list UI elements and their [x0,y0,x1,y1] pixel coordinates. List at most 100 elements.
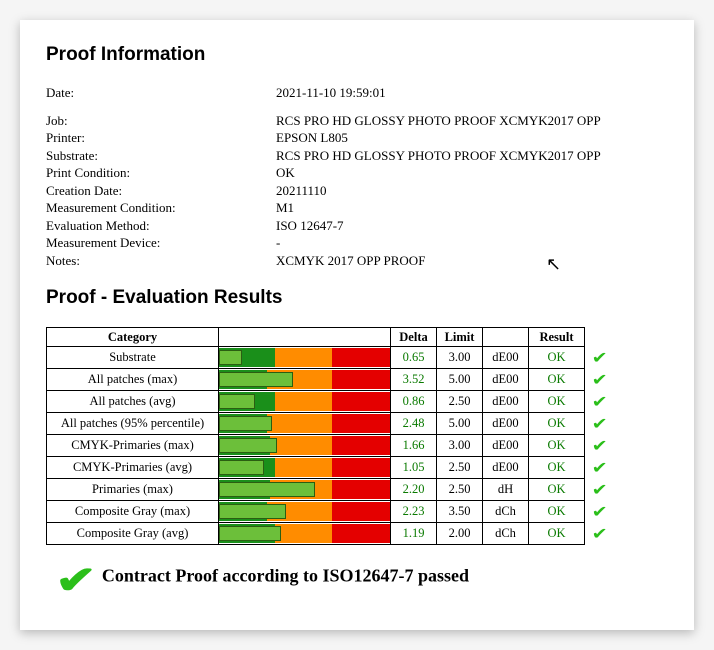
cell-delta: 1.66 [391,435,437,457]
results-heading: Proof - Evaluation Results [46,287,668,309]
cell-limit: 3.00 [437,347,483,369]
table-row: All patches (avg)0.862.50dE00OK✔ [47,391,615,413]
cell-check: ✔ [585,413,615,435]
report-sheet: Proof Information Date: 2021-11-10 19:59… [20,20,694,630]
cell-limit: 5.00 [437,413,483,435]
cell-gauge [219,479,391,501]
pass-check-icon: ✔ [55,558,96,603]
check-icon: ✔ [591,348,607,368]
proof-info-table: Date: 2021-11-10 19:59:01 Job: RCS PRO H… [46,84,668,269]
cell-result: OK [529,369,585,391]
cell-check: ✔ [585,435,615,457]
cell-check: ✔ [585,523,615,545]
cell-result: OK [529,435,585,457]
cell-result: OK [529,523,585,545]
hdr-result: Result [529,328,585,347]
check-icon: ✔ [591,414,607,434]
table-row: CMYK-Primaries (avg) 1.052.50dE00OK ✔ [47,457,615,479]
cell-result: OK [529,413,585,435]
date-label: Date: [46,84,276,102]
cell-result: OK [529,391,585,413]
cell-delta: 2.20 [391,479,437,501]
cell-check: ✔ [585,479,615,501]
cell-unit: dE00 [483,369,529,391]
print-condition-value: OK [276,164,668,182]
check-icon: ✔ [591,458,607,478]
notes-label: Notes: [46,252,276,270]
cell-result: OK [529,347,585,369]
cell-limit: 2.50 [437,391,483,413]
cell-category: Composite Gray (max) [47,501,219,523]
creation-date-label: Creation Date: [46,182,276,200]
cell-unit: dE00 [483,413,529,435]
proof-info-heading: Proof Information [46,44,668,66]
cell-result: OK [529,457,585,479]
table-row: All patches (max) 3.525.00dE00OK ✔ [47,369,615,391]
table-row: Composite Gray (max) 2.233.50dChOK✔ [47,501,615,523]
cell-category: Substrate [47,347,219,369]
cell-gauge [219,523,391,545]
cell-check: ✔ [585,347,615,369]
hdr-delta: Delta [391,328,437,347]
hdr-gauge [219,328,391,347]
cell-limit: 3.00 [437,435,483,457]
cell-check: ✔ [585,391,615,413]
cell-limit: 3.50 [437,501,483,523]
check-icon: ✔ [592,524,608,544]
meas-cond-value: M1 [276,199,668,217]
cell-limit: 2.00 [437,523,483,545]
job-value: RCS PRO HD GLOSSY PHOTO PROOF XCMYK2017 … [276,112,668,130]
cell-unit: dH [483,479,529,501]
cell-gauge [219,413,391,435]
table-row: Composite Gray (avg) 1.192.00dChOK ✔ [47,523,615,545]
table-row: All patches (95% percentile)2.485.00dE00… [47,413,615,435]
table-row: CMYK-Primaries (max) 1.663.00dE00OK ✔ [47,435,615,457]
table-row: Substrate 0.653.00dE00OK ✔ [47,347,615,369]
cell-gauge [219,347,391,369]
printer-value: EPSON L805 [276,129,668,147]
cell-unit: dCh [483,523,529,545]
cell-delta: 0.65 [391,347,437,369]
cell-gauge [219,369,391,391]
check-icon: ✔ [591,392,607,412]
meas-device-label: Measurement Device: [46,234,276,252]
cell-category: All patches (avg) [47,391,219,413]
cell-delta: 2.48 [391,413,437,435]
cell-delta: 1.19 [391,523,437,545]
cell-delta: 1.05 [391,457,437,479]
cell-check: ✔ [585,369,615,391]
cell-check: ✔ [585,501,615,523]
cell-unit: dE00 [483,457,529,479]
date-value: 2021-11-10 19:59:01 [276,84,668,102]
cell-category: Composite Gray (avg) [47,523,219,545]
pass-status-line: ✔Contract Proof according to ISO12647-7 … [46,555,668,600]
cell-limit: 2.50 [437,457,483,479]
meas-cond-label: Measurement Condition: [46,199,276,217]
cell-result: OK [529,501,585,523]
cell-delta: 3.52 [391,369,437,391]
cell-gauge [219,501,391,523]
cell-gauge [219,435,391,457]
check-icon: ✔ [591,436,607,456]
cell-category: CMYK-Primaries (avg) [47,457,219,479]
cell-unit: dE00 [483,435,529,457]
printer-label: Printer: [46,129,276,147]
cell-limit: 2.50 [437,479,483,501]
hdr-category: Category [47,328,219,347]
notes-value: XCMYK 2017 OPP PROOF [276,252,668,270]
job-label: Job: [46,112,276,130]
cell-delta: 2.23 [391,501,437,523]
cell-unit: dCh [483,501,529,523]
cell-category: CMYK-Primaries (max) [47,435,219,457]
cell-result: OK [529,479,585,501]
cell-unit: dE00 [483,391,529,413]
cell-category: All patches (max) [47,369,219,391]
meas-device-value: - [276,234,668,252]
cell-unit: dE00 [483,347,529,369]
cell-check: ✔ [585,457,615,479]
substrate-label: Substrate: [46,147,276,165]
check-icon: ✔ [591,370,607,390]
cell-limit: 5.00 [437,369,483,391]
check-icon: ✔ [591,480,607,500]
substrate-value: RCS PRO HD GLOSSY PHOTO PROOF XCMYK2017 … [276,147,668,165]
